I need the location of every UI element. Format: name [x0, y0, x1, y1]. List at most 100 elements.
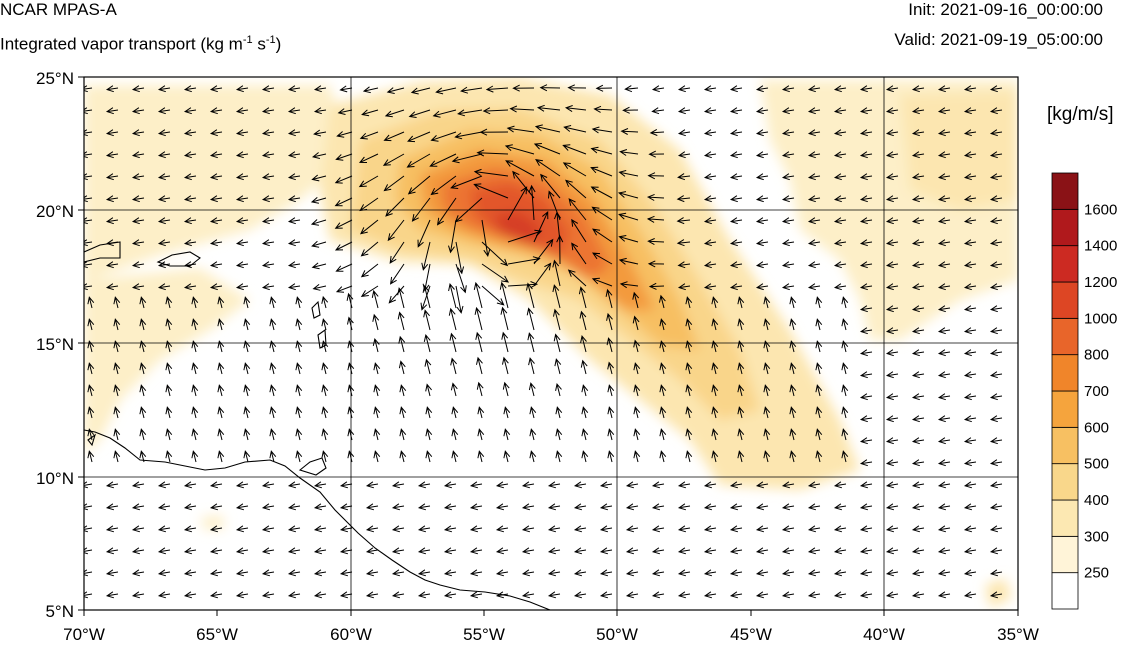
vector-arrow: [84, 283, 93, 291]
vector-arrow: [131, 85, 145, 93]
vector-arrow: [755, 85, 769, 93]
vector-arrow: [391, 547, 405, 555]
vector-arrow: [859, 569, 873, 577]
vector-arrow: [859, 107, 873, 115]
vector-arrow: [287, 591, 301, 599]
vector-arrow: [859, 217, 873, 225]
vector-arrow: [261, 503, 275, 511]
vector-arrow: [937, 129, 951, 137]
vector-arrow: [737, 406, 745, 419]
colorbar-swatch: [1051, 354, 1079, 392]
vector-arrow: [105, 569, 119, 577]
vector-arrow: [763, 318, 771, 331]
vector-arrow: [807, 503, 821, 511]
vector-arrow: [963, 503, 977, 511]
colorbar-label: 700: [1084, 383, 1109, 400]
vector-arrow: [87, 406, 95, 419]
vector-arrow: [737, 362, 745, 375]
vector-arrow: [911, 239, 925, 247]
vector-arrow: [755, 107, 769, 115]
vector-arrow: [581, 406, 589, 419]
vector-arrow: [533, 262, 552, 287]
vector-arrow: [209, 547, 223, 555]
vector-arrow: [648, 150, 665, 158]
vector-arrow: [388, 285, 405, 304]
vector-arrow: [139, 362, 147, 375]
vector-arrow: [677, 569, 691, 577]
vector-arrow: [859, 129, 873, 137]
vector-arrow: [547, 525, 561, 533]
vector-arrow: [313, 481, 327, 489]
vector-arrow: [807, 283, 821, 291]
vector-arrow: [358, 153, 379, 163]
vector-arrow: [737, 450, 745, 463]
vector-arrow: [989, 503, 1003, 511]
vector-arrow: [833, 525, 847, 533]
vector-arrow: [235, 151, 249, 159]
vector-arrow: [807, 195, 821, 203]
vector-arrow: [311, 240, 327, 248]
vector-arrow: [568, 198, 587, 221]
vector-arrow: [781, 547, 795, 555]
vector-arrow: [555, 382, 562, 397]
vector-arrow: [521, 525, 535, 533]
vector-arrow: [885, 305, 899, 313]
vector-arrow: [625, 525, 639, 533]
vector-arrow: [989, 525, 1003, 533]
vector-arrow: [989, 151, 1003, 159]
vector-arrow: [528, 357, 535, 375]
vector-arrow: [633, 428, 641, 441]
vector-arrow: [157, 591, 171, 599]
vector-arrow: [311, 174, 327, 182]
vector-arrow: [399, 406, 407, 419]
vector-arrow: [183, 217, 197, 225]
vector-arrow: [711, 384, 719, 397]
vector-arrow: [703, 151, 717, 159]
vector-arrow: [781, 569, 795, 577]
vector-arrow: [113, 362, 121, 375]
vector-arrow: [911, 481, 925, 489]
vector-arrow: [755, 261, 769, 269]
vector-arrow: [387, 219, 405, 242]
vector-arrow: [425, 450, 433, 463]
vector-arrow: [473, 168, 509, 177]
vector-arrow: [737, 296, 745, 309]
vector-arrow: [217, 362, 225, 375]
vector-arrow: [553, 333, 561, 353]
vector-arrow: [391, 525, 405, 533]
vector-arrow: [859, 437, 873, 445]
vector-arrow: [87, 362, 95, 375]
vector-arrow: [359, 131, 379, 140]
vector-arrow: [339, 481, 353, 489]
vector-arrow: [476, 381, 484, 397]
vector-arrow: [105, 261, 119, 269]
vector-arrow: [677, 129, 691, 137]
lon-label-50w: 50°W: [596, 625, 638, 644]
vector-arrow: [555, 428, 563, 441]
vector-arrow: [287, 107, 301, 115]
vector-arrow: [963, 239, 977, 247]
vector-arrow: [651, 107, 665, 115]
vector-arrow: [911, 415, 925, 423]
vector-arrow: [859, 415, 873, 423]
vector-arrow: [87, 428, 95, 441]
vector-arrow: [885, 217, 899, 225]
vector-arrow: [295, 384, 303, 397]
vector-arrow: [347, 316, 354, 331]
vector-arrow: [243, 362, 251, 375]
vector-arrow: [420, 285, 431, 311]
vector-arrow: [334, 175, 353, 184]
vector-arrow: [287, 503, 301, 511]
vector-arrow: [385, 197, 405, 217]
vector-arrow: [703, 217, 717, 225]
vector-arrow: [84, 85, 93, 93]
vector-arrow: [84, 569, 93, 577]
vector-arrow: [573, 481, 587, 489]
vector-arrow: [911, 371, 925, 379]
vector-arrow: [755, 217, 769, 225]
vector-arrow: [591, 277, 613, 287]
lon-label-65w: 65°W: [196, 625, 238, 644]
vector-arrow: [157, 547, 171, 555]
vector-arrow: [789, 428, 797, 441]
vector-arrow: [815, 296, 823, 309]
